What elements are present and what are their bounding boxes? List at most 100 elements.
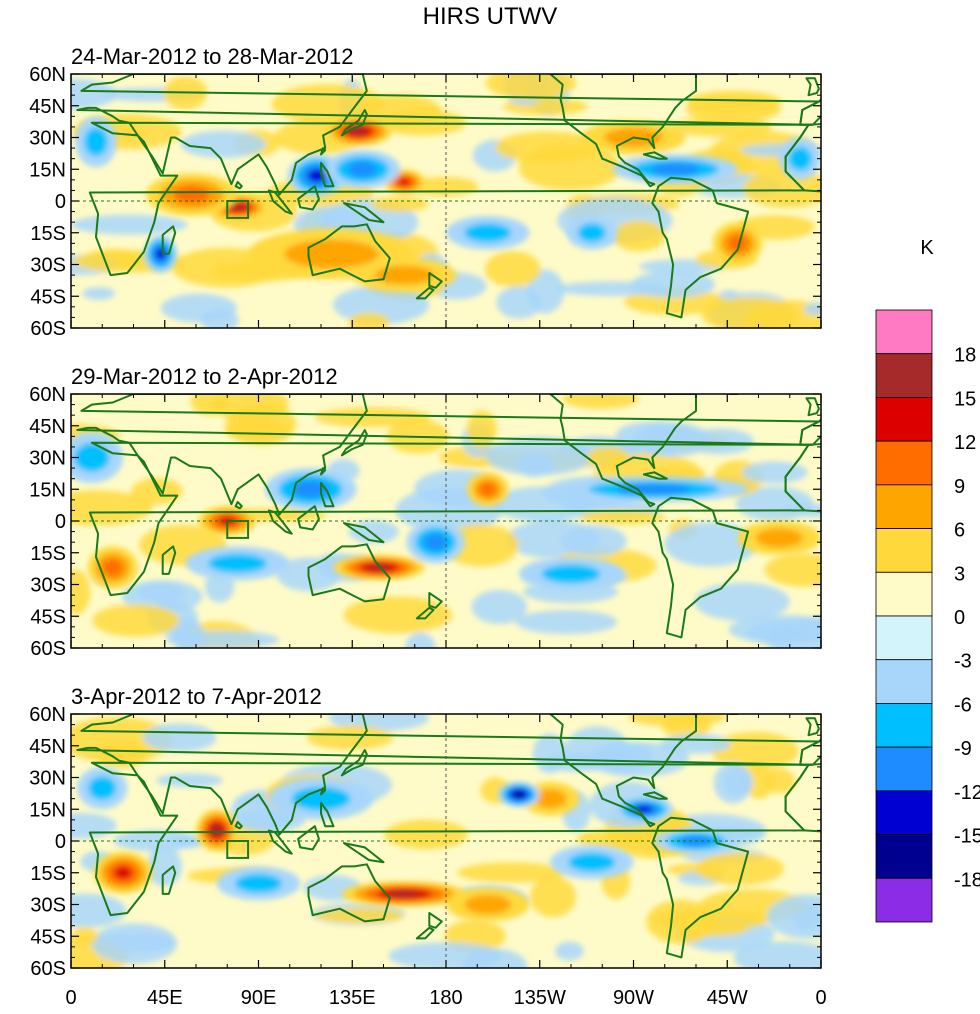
coastline: [307, 543, 391, 603]
coastline: [428, 272, 443, 289]
texture-patch: [646, 899, 717, 944]
coastline: [320, 481, 335, 508]
coastline: [642, 471, 668, 480]
colorbar-swatch: [875, 440, 933, 486]
texture-patch: [612, 220, 666, 252]
texture-patch: [82, 286, 116, 300]
panel-subtitle-2: 29-Mar-2012 to 2-Apr-2012: [71, 364, 338, 389]
colorbar-swatch: [875, 528, 933, 573]
texture-patch: [306, 725, 394, 750]
coastline: [297, 185, 320, 211]
ytick-label: 60N: [29, 384, 66, 406]
texture-patch: [370, 196, 429, 212]
texture-patch: [733, 941, 821, 968]
coastline: [805, 397, 820, 417]
coastline: [320, 147, 327, 156]
feature-band: [230, 204, 245, 211]
coastline: [88, 121, 810, 277]
texture-patch: [587, 446, 629, 469]
texture-patch: [743, 765, 775, 799]
coastline: [307, 863, 391, 923]
feature-band: [74, 443, 110, 472]
colorbar-swatch: [875, 615, 933, 661]
coastline: [161, 225, 177, 255]
xtick-label: 0: [815, 987, 826, 1009]
feature-band: [541, 564, 601, 584]
colorbar-label: -3: [954, 651, 972, 673]
coastline: [342, 522, 385, 544]
ytick-label: 15S: [30, 543, 66, 565]
ytick-label: 0: [55, 831, 66, 853]
coastline: [76, 394, 820, 516]
colorbar: 18 15 12 9 6 3 0 -3 -6 -9 -12 -15 -18: [875, 309, 980, 923]
colorbar-swatch: [875, 746, 933, 792]
colorbar-label: 12: [954, 432, 976, 454]
feature-band: [102, 559, 123, 576]
colorbar-label: 18: [954, 345, 976, 367]
ytick-label: 60S: [30, 958, 66, 980]
feature-layer: [75, 116, 821, 293]
colorbar-label: -15: [954, 826, 980, 848]
feature-band: [84, 127, 108, 157]
coastlines: [76, 714, 821, 959]
feature-band: [513, 791, 525, 798]
coastline: [428, 592, 443, 609]
coastline: [320, 787, 327, 796]
ytick-label: 30S: [30, 255, 66, 277]
feature-band: [284, 239, 379, 269]
texture-patch: [741, 461, 808, 484]
coastline: [342, 842, 385, 864]
coastline: [340, 749, 368, 777]
feature-band: [650, 163, 700, 176]
coastline: [234, 500, 243, 510]
coastline: [161, 545, 177, 575]
feature-band: [479, 482, 496, 496]
coastline: [342, 202, 385, 224]
ytick-label: 15N: [29, 159, 66, 181]
feature-band: [208, 553, 268, 573]
texture-patch: [165, 630, 280, 648]
texture-patch: [766, 894, 821, 939]
ytick-label: 45S: [30, 606, 66, 628]
ytick-label: 60S: [30, 638, 66, 660]
panel-field-2: [71, 394, 821, 648]
colorbar-label: 3: [954, 563, 965, 585]
colorbar-units-label: K: [920, 237, 934, 259]
texture-patch: [514, 452, 555, 477]
texture-patch: [485, 74, 577, 100]
coastline: [320, 161, 335, 188]
texture-patch: [633, 422, 711, 457]
coastline: [267, 509, 293, 535]
colorbar-label: 0: [954, 607, 965, 629]
feature-band: [568, 852, 616, 872]
colorbar-swatch: [875, 877, 933, 923]
xtick-label: 90W: [613, 987, 654, 1009]
texture-patch: [532, 733, 568, 774]
coastline: [428, 912, 443, 929]
coastline: [234, 821, 243, 830]
coastline: [642, 791, 668, 800]
feature-band: [374, 265, 434, 285]
ytick-label: 60N: [29, 64, 66, 86]
coastline: [805, 717, 820, 737]
feature-band: [424, 533, 448, 551]
texture-patch: [471, 589, 528, 625]
coastlines: [76, 74, 821, 319]
texture-patch: [723, 768, 753, 797]
texture-patch: [131, 478, 183, 505]
feature-band: [727, 234, 748, 252]
ytick-label: 30S: [30, 895, 66, 917]
feature-band: [368, 564, 391, 571]
ytick-label: 45S: [30, 926, 66, 948]
ytick-label: 15N: [29, 799, 66, 821]
ytick-label: 45S: [30, 286, 66, 308]
texture-patch: [142, 723, 217, 752]
colorbar-swatch: [875, 571, 933, 617]
coastlines: [76, 394, 821, 639]
ytick-label: 30N: [29, 128, 66, 150]
texture-patch: [91, 923, 178, 964]
feature-band: [211, 825, 222, 836]
panel-field-1: [71, 74, 821, 328]
